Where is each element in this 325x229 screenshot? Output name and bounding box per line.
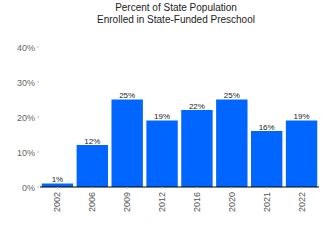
x-tick-label: 2012	[157, 192, 167, 212]
data-label: 25%	[119, 91, 135, 100]
x-tick	[231, 187, 232, 189]
bar	[286, 121, 317, 188]
x-tick	[92, 187, 93, 189]
x-tick-label: 2009	[122, 192, 132, 212]
data-label: 1%	[52, 175, 64, 184]
data-label: 19%	[154, 112, 170, 121]
bar	[146, 121, 177, 188]
chart-svg: Percent of State PopulationEnrolled in S…	[0, 0, 325, 229]
y-tick	[37, 187, 39, 188]
chart-title: Percent of State PopulationEnrolled in S…	[97, 2, 255, 25]
data-label: 22%	[189, 102, 205, 111]
title-line: Enrolled in State-Funded Preschool	[97, 14, 255, 25]
y-tick	[37, 117, 39, 118]
bar	[181, 110, 212, 187]
x-tick-label: 2022	[297, 192, 307, 212]
x-tick	[127, 187, 128, 189]
x-tick	[196, 187, 197, 189]
x-tick	[57, 187, 58, 189]
bar	[251, 131, 282, 187]
y-tick	[37, 47, 39, 48]
x-tick-label: 2016	[192, 192, 202, 212]
x-tick	[266, 187, 267, 189]
data-label: 16%	[259, 123, 275, 132]
bar	[111, 100, 142, 188]
bars	[42, 100, 318, 188]
x-tick-label: 2002	[52, 192, 62, 212]
data-label: 25%	[224, 91, 240, 100]
y-tick	[37, 152, 39, 153]
title-line: Percent of State Population	[115, 2, 237, 13]
x-tick-label: 2021	[262, 192, 272, 212]
y-tick-label: 20%	[17, 113, 35, 123]
y-tick-label: 40%	[17, 43, 35, 53]
x-tick	[301, 187, 302, 189]
chart-container: Percent of State PopulationEnrolled in S…	[0, 0, 325, 229]
y-tick-label: 30%	[17, 78, 35, 88]
bar	[216, 100, 247, 188]
x-axis-line	[40, 187, 319, 188]
data-label: 12%	[84, 137, 100, 146]
bar	[77, 145, 108, 187]
x-tick	[162, 187, 163, 189]
y-tick-label: 10%	[17, 148, 35, 158]
y-tick-label: 0%	[22, 183, 35, 193]
bar	[42, 184, 73, 188]
x-tick-label: 2006	[87, 192, 97, 212]
y-tick	[37, 82, 39, 83]
data-label: 19%	[294, 112, 310, 121]
x-tick-label: 2020	[227, 192, 237, 212]
